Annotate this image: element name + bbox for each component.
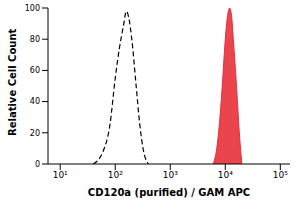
svg-text:20: 20 <box>30 129 40 138</box>
svg-text:10⁵: 10⁵ <box>273 170 288 180</box>
svg-text:80: 80 <box>30 35 40 44</box>
svg-text:100: 100 <box>25 4 40 13</box>
svg-text:10³: 10³ <box>163 170 178 180</box>
svg-text:Relative Cell Count: Relative Cell Count <box>8 28 18 136</box>
svg-text:60: 60 <box>30 66 40 75</box>
svg-text:10⁴: 10⁴ <box>218 170 233 180</box>
svg-text:10²: 10² <box>108 170 123 180</box>
svg-text:10¹: 10¹ <box>53 170 68 180</box>
svg-text:0: 0 <box>35 160 40 169</box>
svg-text:CD120a (purified) / GAM APC: CD120a (purified) / GAM APC <box>88 187 250 198</box>
svg-text:40: 40 <box>30 97 40 106</box>
